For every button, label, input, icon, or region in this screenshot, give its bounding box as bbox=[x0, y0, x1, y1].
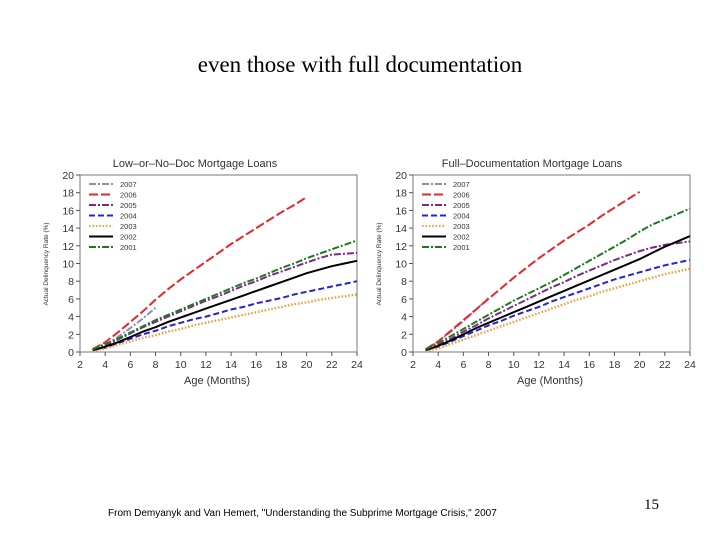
series-line-2002 bbox=[92, 259, 358, 352]
x-tick-label: 24 bbox=[351, 359, 363, 371]
series-line-2003 bbox=[92, 293, 358, 353]
page-number: 15 bbox=[644, 497, 659, 513]
x-tick-label: 12 bbox=[200, 359, 212, 371]
y-tick-label: 2 bbox=[401, 329, 407, 341]
series-line-2007 bbox=[425, 297, 490, 351]
y-tick-label: 14 bbox=[62, 223, 74, 235]
series-line-2001 bbox=[92, 239, 358, 351]
series-line-2001 bbox=[425, 207, 691, 351]
y-tick-label: 10 bbox=[62, 259, 74, 271]
y-tick-label: 14 bbox=[395, 223, 407, 235]
chart-title: Low–or–No–Doc Mortgage Loans bbox=[113, 158, 278, 170]
x-tick-label: 6 bbox=[127, 359, 133, 371]
x-tick-label: 12 bbox=[533, 359, 545, 371]
y-tick-label: 0 bbox=[68, 347, 74, 359]
citation: From Demyanyk and Van Hemert, "Understan… bbox=[108, 508, 497, 519]
x-tick-label: 16 bbox=[250, 359, 262, 371]
y-axis-label: Actual Delinquency Rate (%) bbox=[43, 222, 50, 305]
legend-label-2005: 2005 bbox=[453, 201, 470, 210]
y-axis-label: Actual Delinquency Rate (%) bbox=[376, 222, 383, 305]
x-tick-label: 22 bbox=[326, 359, 338, 371]
chart-title: Full–Documentation Mortgage Loans bbox=[442, 158, 623, 170]
y-tick-label: 16 bbox=[395, 205, 407, 217]
legend-label-2001: 2001 bbox=[120, 243, 137, 252]
series-line-2003 bbox=[425, 267, 691, 353]
slide-title: even those with full documentation bbox=[197, 52, 523, 77]
y-tick-label: 6 bbox=[68, 294, 74, 306]
chart-full-doc-svg: Full–Documentation Mortgage Loans Actual… bbox=[376, 158, 696, 387]
x-tick-label: 20 bbox=[634, 359, 646, 371]
x-tick-label: 4 bbox=[102, 359, 108, 371]
legend-label-2001: 2001 bbox=[453, 243, 470, 252]
x-tick-label: 14 bbox=[225, 359, 237, 371]
x-tick-label: 8 bbox=[153, 359, 159, 371]
chart-low-no-doc: Low–or–No–Doc Mortgage Loans Actual Deli… bbox=[40, 150, 370, 390]
legend-label-2005: 2005 bbox=[120, 201, 137, 210]
x-tick-label: 2 bbox=[410, 359, 416, 371]
chart-low-no-doc-svg: Low–or–No–Doc Mortgage Loans Actual Deli… bbox=[43, 158, 363, 387]
x-tick-label: 18 bbox=[276, 359, 288, 371]
x-axis-label: Age (Months) bbox=[517, 375, 583, 387]
y-tick-label: 18 bbox=[395, 188, 407, 200]
x-axis-label: Age (Months) bbox=[184, 375, 250, 387]
x-tick-label: 16 bbox=[583, 359, 595, 371]
y-tick-label: 12 bbox=[395, 241, 407, 253]
y-tick-label: 8 bbox=[68, 276, 74, 288]
y-tick-label: 12 bbox=[62, 241, 74, 253]
series-line-2007 bbox=[92, 307, 157, 351]
y-tick-label: 8 bbox=[401, 276, 407, 288]
x-tick-label: 18 bbox=[609, 359, 621, 371]
series-line-2006 bbox=[92, 196, 308, 351]
y-tick-label: 18 bbox=[62, 188, 74, 200]
x-tick-label: 22 bbox=[659, 359, 671, 371]
series-line-2004 bbox=[425, 259, 691, 352]
y-tick-label: 20 bbox=[62, 170, 74, 182]
x-tick-label: 6 bbox=[460, 359, 466, 371]
legend-label-2002: 2002 bbox=[120, 233, 137, 242]
legend-label-2002: 2002 bbox=[453, 233, 470, 242]
x-tick-label: 20 bbox=[301, 359, 313, 371]
legend-label-2004: 2004 bbox=[120, 212, 137, 221]
x-tick-label: 10 bbox=[175, 359, 187, 371]
y-tick-label: 4 bbox=[68, 312, 74, 324]
series-line-2006 bbox=[425, 190, 641, 351]
x-tick-label: 24 bbox=[684, 359, 696, 371]
legend-label-2006: 2006 bbox=[453, 191, 470, 200]
legend-label-2007: 2007 bbox=[120, 180, 137, 189]
x-tick-label: 2 bbox=[77, 359, 83, 371]
x-tick-label: 14 bbox=[558, 359, 570, 371]
chart-full-doc: Full–Documentation Mortgage Loans Actual… bbox=[373, 150, 703, 390]
y-tick-label: 10 bbox=[395, 259, 407, 271]
x-tick-label: 8 bbox=[486, 359, 492, 371]
y-tick-label: 16 bbox=[62, 205, 74, 217]
series-line-2005 bbox=[425, 240, 691, 352]
y-tick-label: 0 bbox=[401, 347, 407, 359]
y-tick-label: 2 bbox=[68, 329, 74, 341]
x-tick-label: 4 bbox=[435, 359, 441, 371]
y-tick-label: 20 bbox=[395, 170, 407, 182]
y-tick-label: 6 bbox=[401, 294, 407, 306]
y-tick-label: 4 bbox=[401, 312, 407, 324]
legend-label-2007: 2007 bbox=[453, 180, 470, 189]
legend-label-2004: 2004 bbox=[453, 212, 470, 221]
x-tick-label: 10 bbox=[508, 359, 520, 371]
series-line-2002 bbox=[425, 235, 691, 352]
legend-label-2006: 2006 bbox=[120, 191, 137, 200]
series-line-2004 bbox=[92, 280, 358, 352]
legend-label-2003: 2003 bbox=[453, 222, 470, 231]
legend-label-2003: 2003 bbox=[120, 222, 137, 231]
